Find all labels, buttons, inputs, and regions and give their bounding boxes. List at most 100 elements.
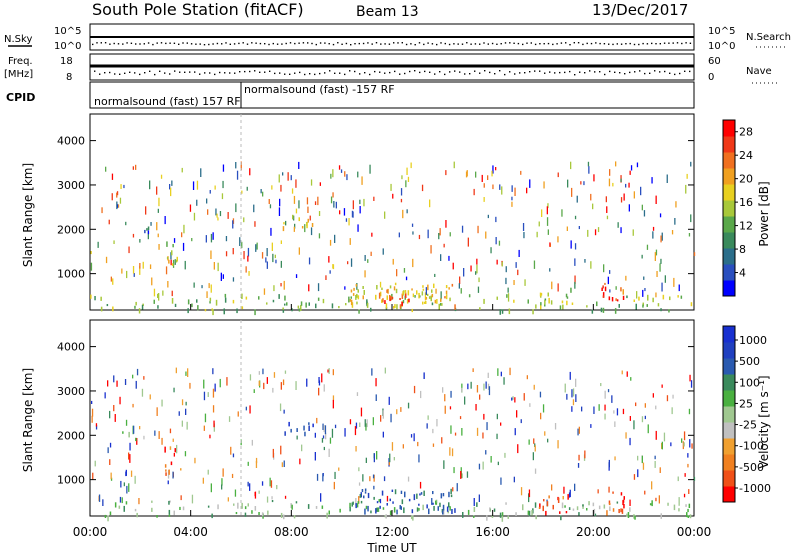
nsearch-dot: [255, 42, 257, 44]
nsearch-dot: [139, 43, 141, 45]
echo-cell: [116, 380, 118, 387]
echo-cell: [161, 399, 163, 407]
echo-cell: [194, 457, 196, 464]
echo-cell: [349, 419, 352, 425]
echo-cell: [295, 179, 297, 188]
echo-cell: [282, 172, 284, 176]
echo-cell: [365, 457, 367, 463]
nsearch-dot: [663, 42, 666, 44]
nave-dot: [124, 72, 126, 74]
echo-cell: [618, 304, 620, 308]
echo-cell: [118, 505, 121, 509]
nsearch-dot: [638, 43, 640, 46]
echo-cell: [293, 515, 296, 519]
echo-cell: [373, 453, 375, 463]
station-title: South Pole Station (fitACF): [92, 0, 304, 19]
echo-cell: [659, 213, 662, 218]
echo-cell: [534, 443, 536, 447]
cpid-program-1: normalsound (fast) 157 RF: [94, 95, 241, 108]
freq-label-line2: [MHz]: [4, 69, 33, 80]
echo-cell: [487, 372, 489, 378]
nave-dot: [674, 73, 676, 76]
echo-cell: [400, 198, 403, 203]
echo-cell: [170, 259, 172, 266]
echo-cell: [433, 506, 435, 511]
echo-cell: [549, 268, 551, 272]
nsearch-dot: [603, 43, 606, 45]
echo-cell: [261, 481, 264, 486]
echo-cell: [520, 419, 522, 424]
nave-dot: [629, 71, 631, 74]
nsearch-dot: [599, 42, 601, 45]
nave-dot: [499, 70, 501, 72]
echo-cell: [107, 380, 109, 387]
echo-cell: [185, 371, 187, 376]
echo-cell: [630, 165, 633, 171]
echo-cell: [688, 503, 691, 508]
echo-cell: [611, 395, 613, 403]
echo-cell: [298, 308, 301, 312]
echo-cell: [420, 492, 423, 495]
echo-cell: [654, 455, 656, 460]
nave-dot: [489, 71, 491, 74]
echo-cell: [314, 452, 316, 461]
echo-cell: [621, 370, 623, 375]
echo-cell: [590, 261, 592, 269]
echo-cell: [209, 434, 211, 439]
echo-cell: [211, 308, 213, 311]
echo-cell: [620, 287, 622, 292]
nave-dot: [664, 70, 666, 73]
echo-cell: [249, 483, 251, 491]
echo-cell: [133, 273, 135, 277]
echo-cell: [116, 192, 118, 198]
echo-cell: [352, 293, 355, 296]
echo-cell: [538, 506, 541, 509]
echo-cell: [454, 508, 456, 513]
echo-cell: [687, 515, 690, 518]
echo-cell: [172, 471, 174, 479]
echo-cell: [156, 515, 158, 518]
echo-cell: [334, 424, 337, 429]
echo-cell: [518, 249, 520, 257]
nave-dot: [294, 72, 296, 74]
echo-cell: [417, 441, 419, 447]
nsearch-dot: [212, 43, 214, 45]
echo-cell: [386, 295, 388, 300]
nsearch-dot: [384, 43, 386, 45]
echo-cell: [156, 407, 158, 416]
echo-cell: [609, 270, 611, 274]
echo-cell: [523, 232, 525, 239]
echo-cell: [459, 416, 462, 420]
echo-cell: [379, 281, 382, 288]
echo-cell: [365, 423, 367, 431]
echo-cell: [406, 299, 409, 304]
nsearch-dot: [100, 42, 102, 44]
echo-cell: [550, 300, 553, 305]
nsearch-dot: [178, 43, 180, 45]
echo-cell: [411, 288, 413, 291]
nave-dot: [534, 70, 536, 72]
echo-cell: [266, 496, 269, 503]
echo-cell: [385, 303, 388, 309]
colorbar-segment: [723, 264, 735, 281]
echo-cell: [646, 244, 649, 250]
echo-cell: [210, 250, 212, 259]
nave-dot: [644, 72, 646, 75]
echo-cell: [334, 234, 336, 243]
echo-cell: [151, 500, 153, 503]
echo-cell: [544, 298, 547, 301]
echo-cell: [300, 305, 302, 311]
nave-dot: [434, 73, 436, 75]
echo-cell: [418, 292, 420, 299]
echo-cell: [442, 504, 445, 511]
echo-cell: [270, 480, 273, 488]
nave-dot: [389, 71, 391, 74]
echo-cell: [339, 508, 341, 513]
echo-cell: [225, 251, 228, 257]
echo-cell: [467, 237, 469, 247]
echo-cell: [90, 251, 92, 255]
echo-cell: [309, 215, 311, 221]
echo-cell: [221, 193, 224, 200]
echo-cell: [565, 511, 568, 514]
